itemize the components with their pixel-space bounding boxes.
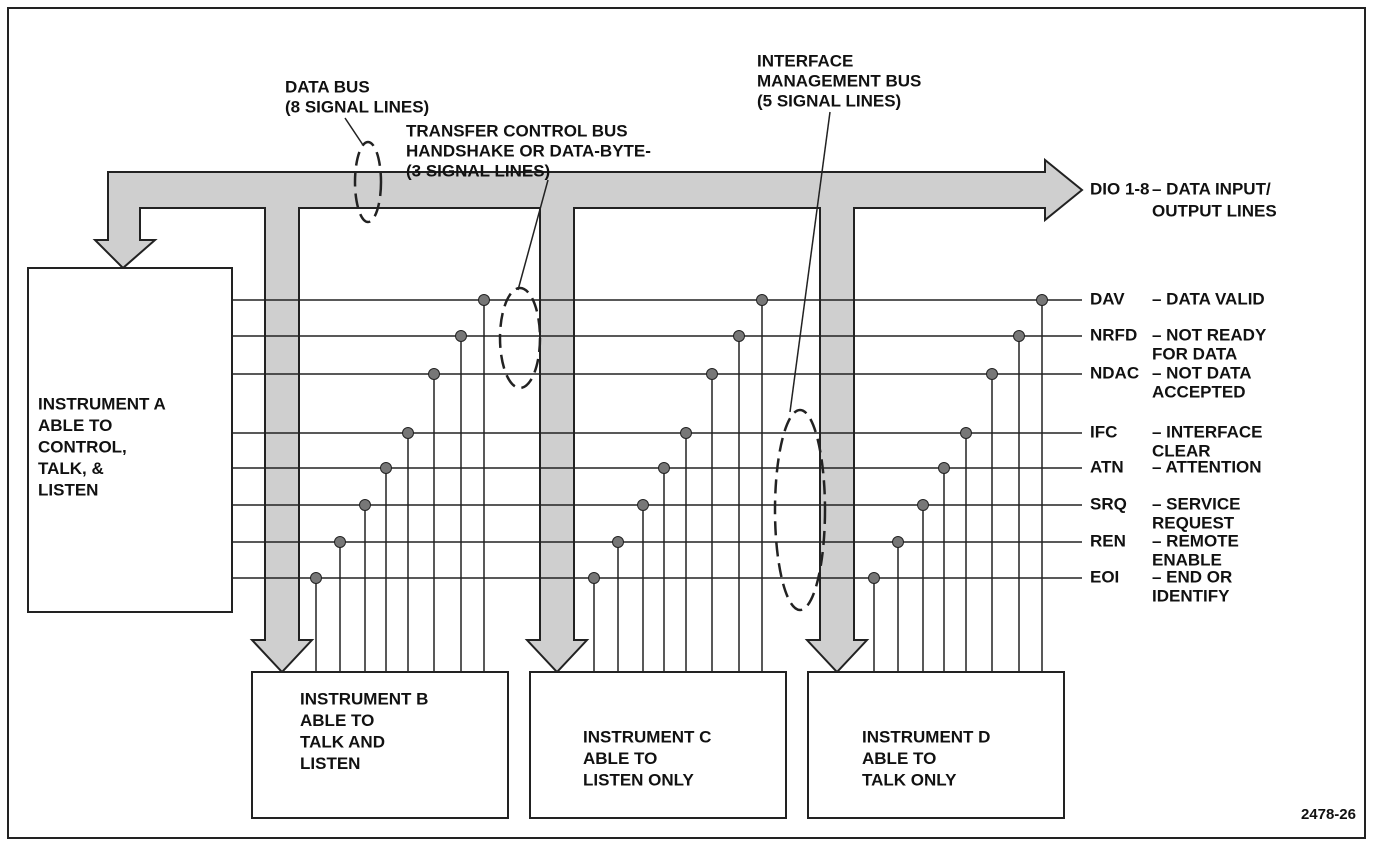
signal-code: NRFD <box>1090 325 1137 344</box>
tap-dot <box>612 536 624 548</box>
signal-description: – NOT READY <box>1152 325 1267 344</box>
instrument-label: LISTEN <box>38 480 98 499</box>
leader <box>517 179 549 291</box>
tap-dot <box>892 536 904 548</box>
tap-dot <box>359 499 371 511</box>
instrument-label: INSTRUMENT C <box>583 727 711 746</box>
tap-dot <box>1036 294 1048 306</box>
data-lines-description: OUTPUT LINES <box>1152 201 1277 220</box>
bus-drop <box>524 207 590 674</box>
instrument-label: ABLE TO <box>862 749 936 768</box>
tap-dot <box>680 427 692 439</box>
signal-description: – SERVICE <box>1152 494 1241 513</box>
instrument-label: ABLE TO <box>583 749 657 768</box>
signal-description: FOR DATA <box>1152 344 1237 363</box>
tap-dot <box>733 330 745 342</box>
bus-bracket <box>353 140 383 224</box>
instrument-label: ABLE TO <box>38 416 112 435</box>
instrument-box <box>27 267 233 613</box>
tap-dot <box>380 462 392 474</box>
tap-dot <box>960 427 972 439</box>
instrument-box <box>251 671 509 819</box>
signal-code: IFC <box>1090 422 1117 441</box>
tap-dot <box>334 536 346 548</box>
instrument-label: INSTRUMENT B <box>300 689 428 708</box>
instrument-label: INSTRUMENT A <box>38 394 166 413</box>
signal-description: ACCEPTED <box>1152 382 1246 401</box>
data-lines-code: DIO 1-8 <box>1090 179 1150 198</box>
tap-dot <box>310 572 322 584</box>
bus-label: TRANSFER CONTROL BUS <box>406 121 628 140</box>
bus-drop <box>804 207 870 674</box>
figure-number: 2478-26 <box>1301 806 1356 823</box>
instrument-label: ABLE TO <box>300 711 374 730</box>
instrument-label: TALK AND <box>300 732 385 751</box>
signal-code: SRQ <box>1090 494 1127 513</box>
signal-code: NDAC <box>1090 363 1139 382</box>
bus-label: HANDSHAKE OR DATA-BYTE- <box>406 141 651 160</box>
tap-dot <box>478 294 490 306</box>
tap-dot <box>637 499 649 511</box>
instrument-label: INSTRUMENT D <box>862 727 990 746</box>
tap-dot <box>706 368 718 380</box>
bus-label: DATA BUS <box>285 77 370 96</box>
signal-description: – NOT DATA <box>1152 363 1251 382</box>
signal-code: ATN <box>1090 457 1124 476</box>
signal-description: – END OR <box>1152 567 1232 586</box>
bus-bracket <box>773 408 827 612</box>
bus-drop <box>249 207 315 674</box>
bus-label: (8 SIGNAL LINES) <box>285 97 429 116</box>
data-bus <box>92 157 1084 270</box>
instrument-label: LISTEN <box>300 754 360 773</box>
signal-description: ENABLE <box>1152 550 1222 569</box>
tap-dot <box>1013 330 1025 342</box>
instrument-box <box>529 671 787 819</box>
bus-label: (3 SIGNAL LINES) <box>406 161 550 180</box>
leader <box>789 111 831 413</box>
tap-dot <box>986 368 998 380</box>
tap-dot <box>917 499 929 511</box>
frame <box>7 7 1366 839</box>
signal-description: – DATA VALID <box>1152 289 1265 308</box>
tap-dot <box>428 368 440 380</box>
instrument-label: TALK, & <box>38 459 104 478</box>
leader <box>344 117 364 146</box>
tap-dot <box>756 294 768 306</box>
signal-description: REQUEST <box>1152 513 1235 532</box>
signal-code: REN <box>1090 531 1126 550</box>
bus-label: (5 SIGNAL LINES) <box>757 91 901 110</box>
tap-dot <box>402 427 414 439</box>
signal-code: EOI <box>1090 567 1119 586</box>
data-lines-description: – DATA INPUT/ <box>1152 179 1271 198</box>
signal-code: DAV <box>1090 289 1125 308</box>
instrument-label: CONTROL, <box>38 437 127 456</box>
bus-label: INTERFACE <box>757 51 853 70</box>
tap-dot <box>455 330 467 342</box>
tap-dot <box>938 462 950 474</box>
instrument-label: LISTEN ONLY <box>583 770 694 789</box>
signal-description: – INTERFACE <box>1152 422 1263 441</box>
bus-bracket <box>498 286 542 390</box>
signal-description: CLEAR <box>1152 441 1211 460</box>
bus-label: MANAGEMENT BUS <box>757 71 921 90</box>
signal-description: IDENTIFY <box>1152 586 1230 605</box>
signal-description: – REMOTE <box>1152 531 1239 550</box>
tap-dot <box>868 572 880 584</box>
tap-dot <box>658 462 670 474</box>
signal-description: – ATTENTION <box>1152 457 1262 476</box>
tap-dot <box>588 572 600 584</box>
instrument-label: TALK ONLY <box>862 770 957 789</box>
instrument-box <box>807 671 1065 819</box>
